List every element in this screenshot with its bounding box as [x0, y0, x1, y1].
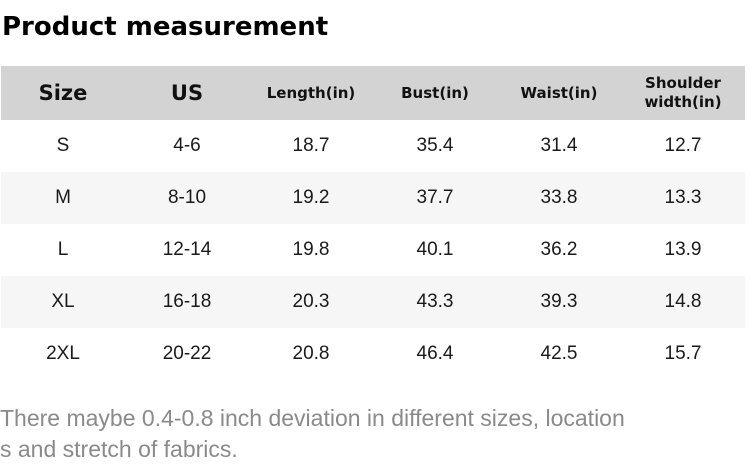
- table-cell: 42.5: [540, 343, 578, 364]
- table-cell: 43.3: [416, 291, 454, 312]
- table-row-xl: XL 16-18 20.3 43.3 39.3 14.8: [1, 276, 745, 328]
- table-cell: 13.3: [664, 187, 702, 208]
- header-cell-us: US: [170, 80, 204, 105]
- table-cell: 37.7: [416, 187, 454, 208]
- table-cell: 2XL: [46, 343, 80, 364]
- table-cell: S: [56, 135, 70, 156]
- header-cell-shoulder-width: Shoulder width(in): [644, 74, 722, 111]
- table-cell: 46.4: [416, 343, 454, 364]
- table-cell: XL: [51, 291, 75, 312]
- table-cell: 18.7: [292, 135, 330, 156]
- table-cell: 40.1: [416, 239, 454, 260]
- header-cell-bust: Bust(in): [401, 83, 469, 102]
- size-chart-table: Size US Length(in) Bust(in) Waist(in) Sh…: [1, 66, 745, 380]
- header-cell-waist: Waist(in): [520, 83, 598, 102]
- page-title: Product measurement: [2, 12, 329, 42]
- deviation-note-line: s and stretch of fabrics.: [0, 436, 238, 462]
- table-cell: M: [55, 187, 71, 208]
- table-cell: 12.7: [664, 135, 702, 156]
- table-cell: 13.9: [664, 239, 702, 260]
- table-cell: 15.7: [664, 343, 702, 364]
- table-cell: 14.8: [664, 291, 702, 312]
- table-cell: 16-18: [162, 291, 212, 312]
- table-cell: L: [57, 239, 69, 260]
- table-cell: 19.8: [292, 239, 330, 260]
- deviation-note-line: There maybe 0.4-0.8 inch deviation in di…: [0, 405, 625, 431]
- table-row-s: S 4-6 18.7 35.4 31.4 12.7: [1, 120, 745, 172]
- table-cell: 31.4: [540, 135, 578, 156]
- header-cell-length: Length(in): [266, 83, 356, 102]
- table-cell: 8-10: [167, 187, 207, 208]
- table-cell: 12-14: [162, 239, 212, 260]
- size-chart-body: S 4-6 18.7 35.4 31.4 12.7 M 8-10 19.2 37…: [1, 120, 745, 380]
- table-row-l: L 12-14 19.8 40.1 36.2 13.9: [1, 224, 745, 276]
- table-row-2xl: 2XL 20-22 20.8 46.4 42.5 15.7: [1, 328, 745, 380]
- table-cell: 36.2: [540, 239, 578, 260]
- table-cell: 20-22: [162, 343, 212, 364]
- deviation-note: There maybe 0.4-0.8 inch deviation in di…: [0, 403, 750, 465]
- table-cell: 33.8: [540, 187, 578, 208]
- table-cell: 20.8: [292, 343, 330, 364]
- header-row: Size US Length(in) Bust(in) Waist(in) Sh…: [1, 66, 745, 120]
- size-chart-header: Size US Length(in) Bust(in) Waist(in) Sh…: [1, 66, 745, 120]
- table-cell: 20.3: [292, 291, 330, 312]
- table-row-m: M 8-10 19.2 37.7 33.8 13.3: [1, 172, 745, 224]
- table-cell: 19.2: [292, 187, 330, 208]
- table-cell: 4-6: [173, 135, 201, 156]
- header-cell-size: Size: [38, 80, 88, 105]
- table-cell: 39.3: [540, 291, 578, 312]
- table-cell: 35.4: [416, 135, 454, 156]
